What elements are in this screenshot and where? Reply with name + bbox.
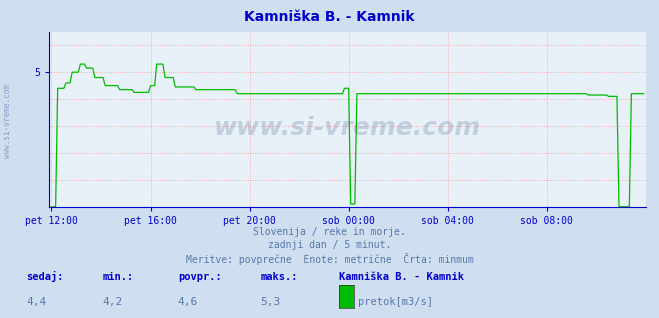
Text: 4,4: 4,4 — [26, 297, 47, 307]
Text: 4,2: 4,2 — [102, 297, 123, 307]
Text: maks.:: maks.: — [260, 272, 298, 282]
Text: Kamniška B. - Kamnik: Kamniška B. - Kamnik — [244, 10, 415, 24]
Text: www.si-vreme.com: www.si-vreme.com — [3, 84, 13, 158]
Text: Kamniška B. - Kamnik: Kamniška B. - Kamnik — [339, 272, 465, 282]
Text: 4,6: 4,6 — [178, 297, 198, 307]
Text: Meritve: povprečne  Enote: metrične  Črta: minmum: Meritve: povprečne Enote: metrične Črta:… — [186, 253, 473, 265]
Text: povpr.:: povpr.: — [178, 272, 221, 282]
Text: Slovenija / reke in morje.: Slovenija / reke in morje. — [253, 227, 406, 237]
Text: sedaj:: sedaj: — [26, 271, 64, 282]
Text: zadnji dan / 5 minut.: zadnji dan / 5 minut. — [268, 240, 391, 250]
Text: pretok[m3/s]: pretok[m3/s] — [358, 297, 433, 307]
Text: www.si-vreme.com: www.si-vreme.com — [214, 116, 481, 140]
Text: 5,3: 5,3 — [260, 297, 281, 307]
Text: min.:: min.: — [102, 272, 133, 282]
